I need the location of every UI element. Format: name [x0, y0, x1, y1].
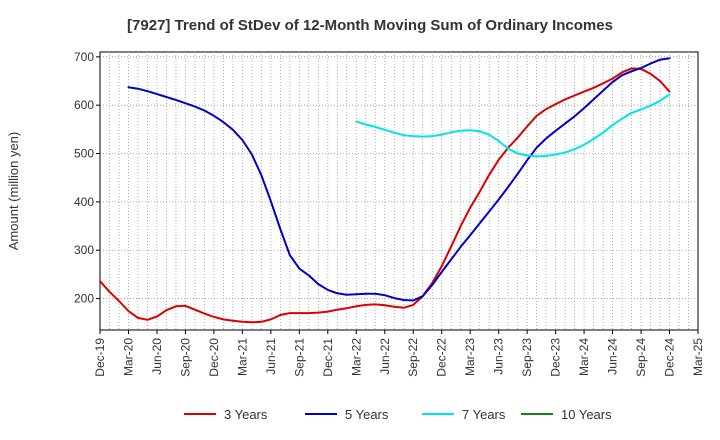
x-tick-label: Jun-21	[264, 338, 278, 375]
x-tick-label: Mar-23	[463, 338, 477, 376]
x-tick-label: Sep-20	[178, 338, 192, 377]
x-tick-label: Dec-22	[435, 338, 449, 377]
x-tick-label: Mar-22	[349, 338, 363, 376]
y-tick-label: 700	[74, 50, 94, 64]
y-axis-ticks: 200 300 400 500 600 700	[74, 50, 100, 306]
x-tick-label: Mar-21	[235, 338, 249, 376]
x-tick-label: Mar-24	[577, 338, 591, 376]
plot-area	[99, 51, 699, 331]
x-tick-label: Dec-19	[93, 338, 107, 377]
legend-label-7-years: 7 Years	[462, 407, 506, 422]
x-tick-label: Jun-20	[150, 338, 164, 375]
series-lines	[99, 57, 671, 324]
y-axis-label: Amount (million yen)	[6, 132, 21, 251]
x-tick-label: Sep-23	[520, 338, 534, 377]
y-tick-label: 500	[74, 147, 94, 161]
x-tick-label: Sep-21	[292, 338, 306, 377]
x-tick-label: Dec-24	[663, 338, 677, 377]
x-tick-label: Mar-25	[691, 338, 705, 376]
y-tick-label: 600	[74, 98, 94, 112]
series-line-5-years	[127, 57, 671, 302]
x-tick-label: Dec-20	[207, 338, 221, 377]
x-tick-label: Jun-23	[492, 338, 506, 375]
x-tick-label: Jun-24	[606, 338, 620, 375]
legend-label-3-years: 3 Years	[224, 407, 268, 422]
x-tick-label: Jun-22	[378, 338, 392, 375]
y-tick-label: 300	[74, 243, 94, 257]
x-tick-label: Dec-23	[549, 338, 563, 377]
x-axis-ticks: Dec-19 Mar-20 Jun-20 Sep-20 Dec-20 Mar-21 Jun-…	[93, 330, 705, 377]
x-tick-label: Mar-20	[121, 338, 135, 376]
x-tick-label: Sep-24	[634, 338, 648, 377]
series-line-7-years	[355, 93, 671, 158]
chart-title: [7927] Trend of StDev of 12-Month Moving…	[127, 17, 613, 34]
legend: 3 Years 5 Years 7 Years 10 Years	[184, 407, 612, 422]
plot-frame	[99, 51, 699, 331]
gridlines	[100, 52, 698, 330]
series-line-3-years	[99, 67, 671, 324]
y-tick-label: 200	[74, 292, 94, 306]
legend-label-5-years: 5 Years	[345, 407, 389, 422]
x-tick-label: Sep-22	[406, 338, 420, 377]
legend-label-10-years: 10 Years	[561, 407, 612, 422]
y-tick-label: 400	[74, 195, 94, 209]
x-tick-label: Dec-21	[321, 338, 335, 377]
